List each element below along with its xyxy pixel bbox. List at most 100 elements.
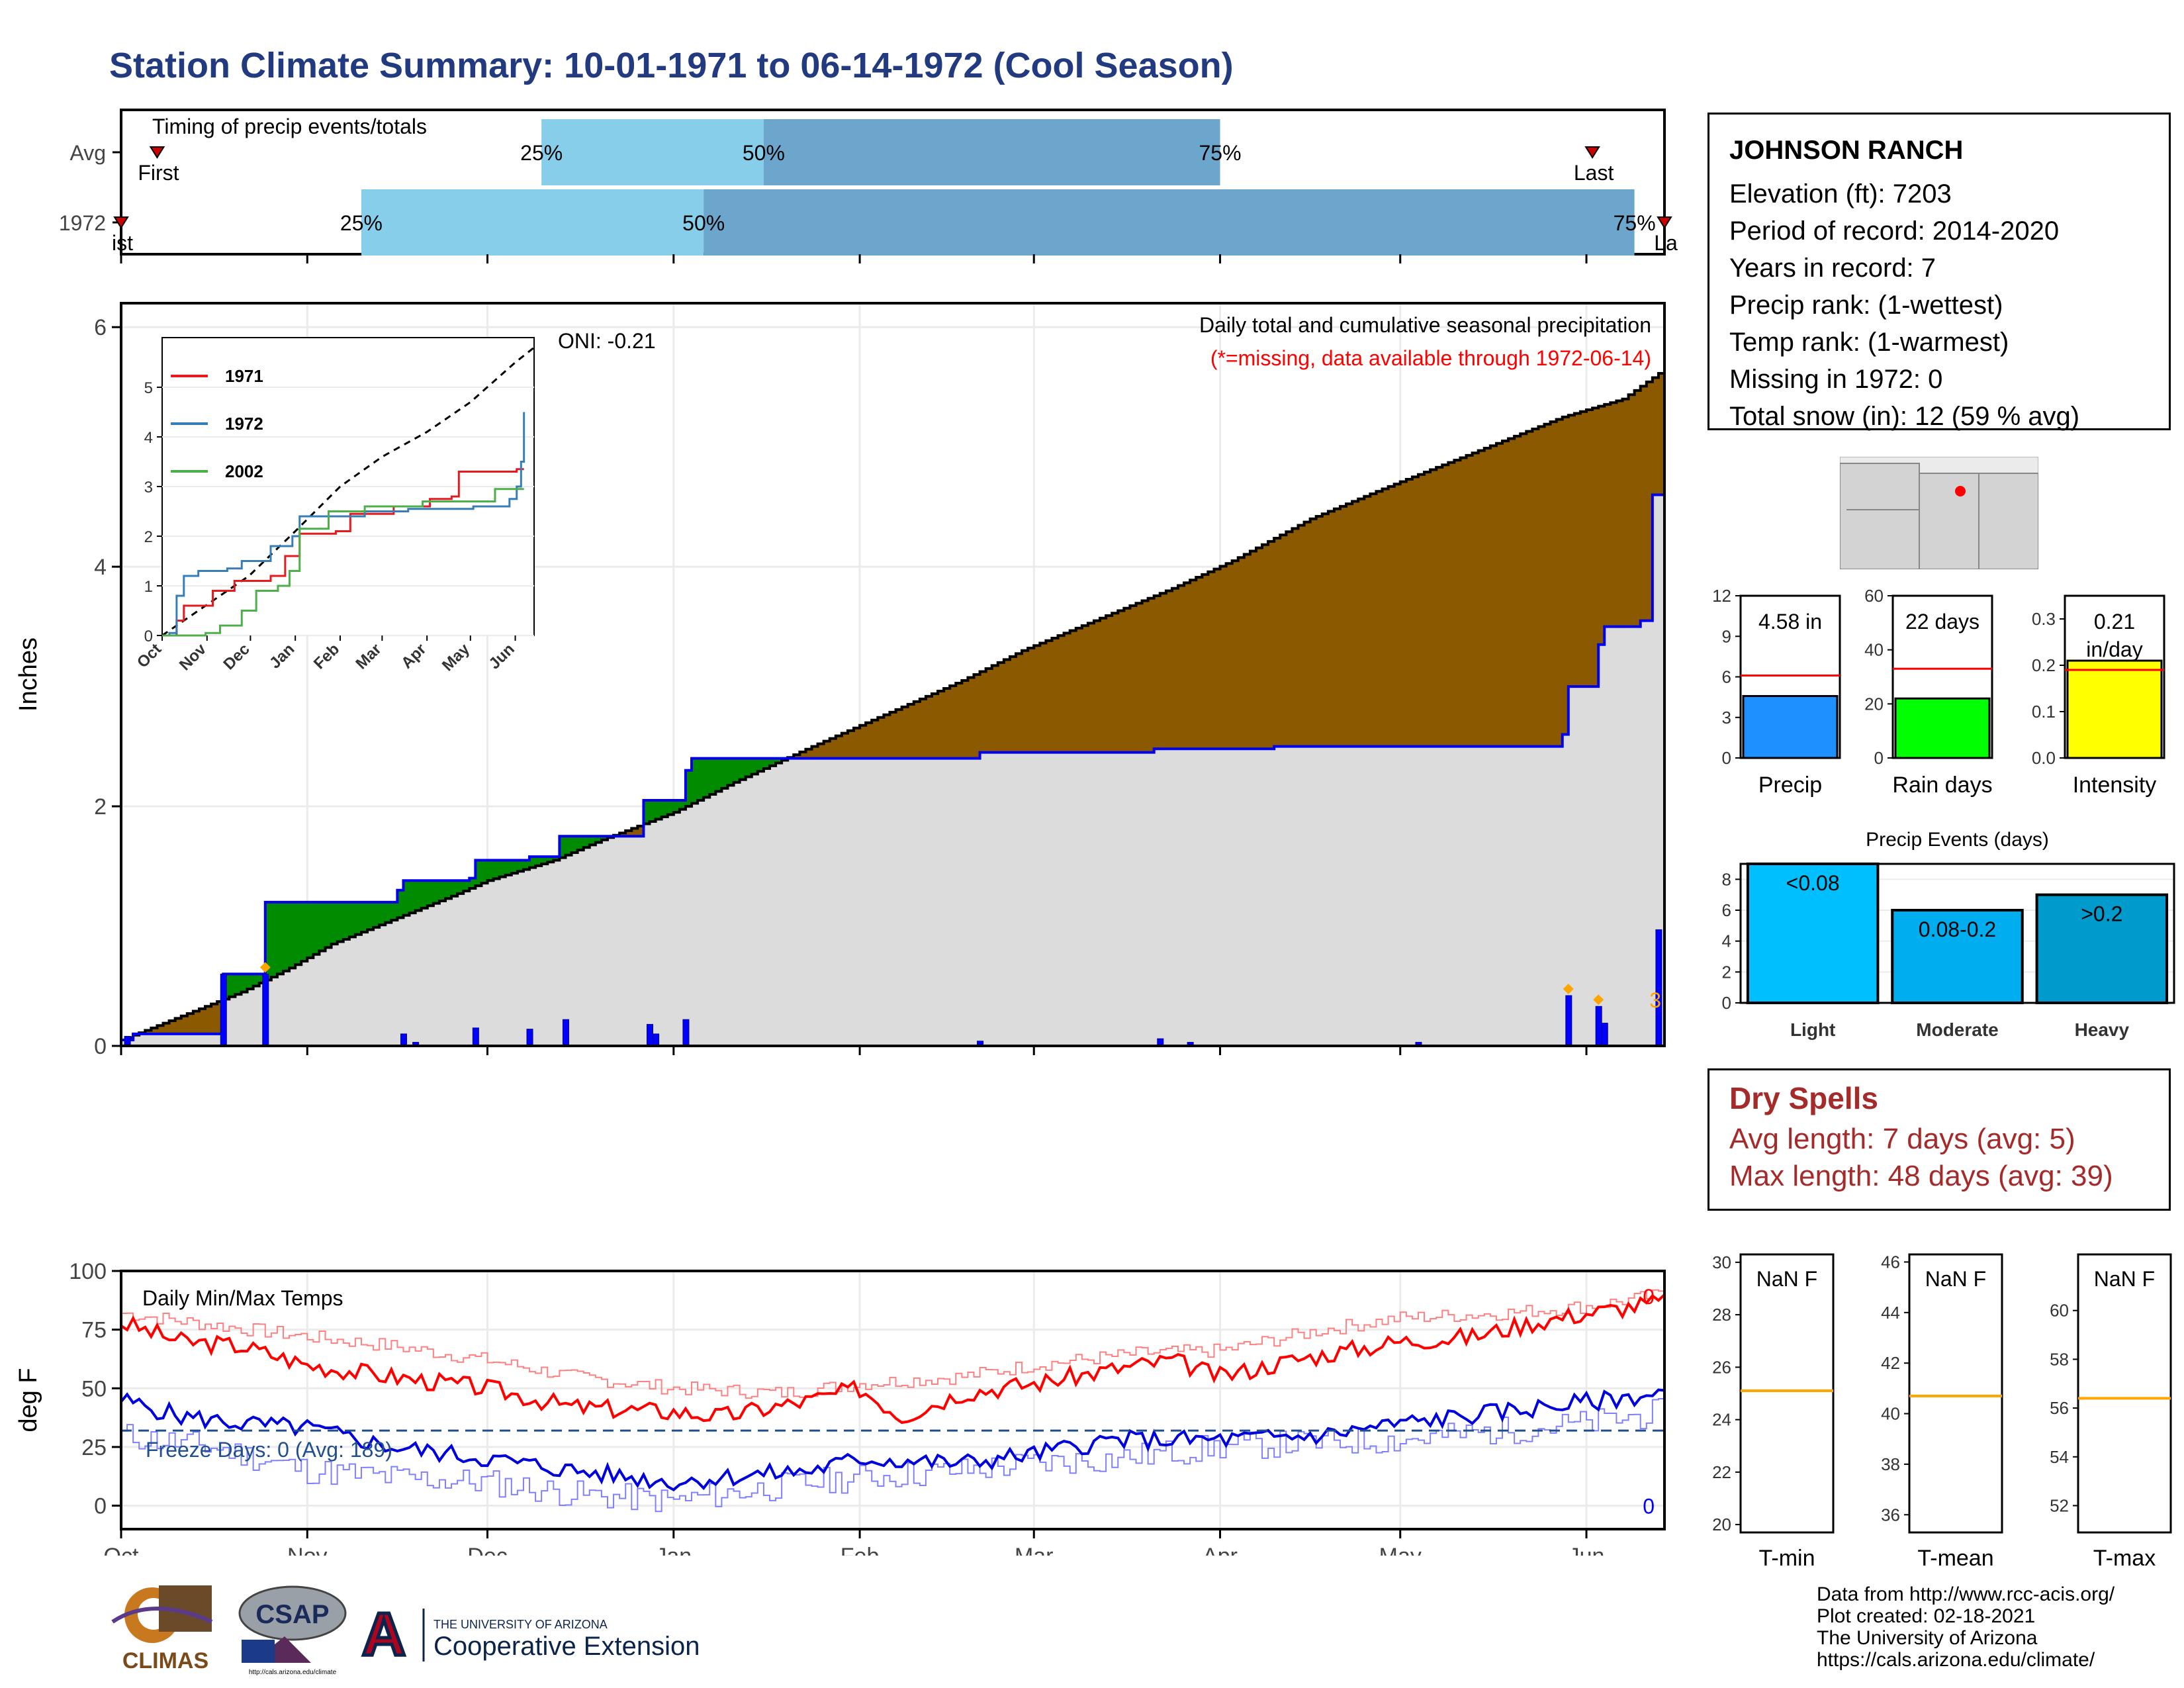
temp-frame xyxy=(120,1270,1666,1530)
events-y-tick-label: 0 xyxy=(1722,993,1731,1013)
events-bar-label: 0.08-0.2 xyxy=(1919,917,1996,941)
tmin-1972-line xyxy=(120,1388,1665,1491)
inset-x-tick-label: Feb xyxy=(310,640,343,673)
temp-x-tick-label: Feb xyxy=(841,1544,880,1556)
daily-precip-bar xyxy=(653,1033,660,1047)
daily-precip-bar xyxy=(647,1023,654,1047)
location-map xyxy=(1840,457,2038,569)
totals-y-tick-label: 0.1 xyxy=(2032,702,2056,722)
timing-p50-label: 50% xyxy=(682,211,725,235)
daily-precip-bar xyxy=(1601,1023,1608,1047)
csap-logo-url: http://cals.arizona.edu/climate xyxy=(249,1669,337,1676)
timing-first-label: ist xyxy=(112,231,133,255)
totals-y-tick-label: 9 xyxy=(1722,626,1731,646)
credit-line: Data from http://www.rcc-acis.org/ xyxy=(1817,1583,2115,1605)
precip-events-chart: Precip Events (days) 0 2 4 6 8 <0.08 Light 0.08-… xyxy=(1722,829,2175,1040)
temp-y-tick-label: 50 xyxy=(81,1376,107,1401)
events-category-label: Light xyxy=(1790,1019,1835,1040)
timing-p50-p75-bar xyxy=(704,189,1635,256)
inset-legend-label: 1972 xyxy=(225,414,263,434)
temp-chart: Freeze Days: 0 (Avg: 189) Daily Min/Max T… xyxy=(15,1259,1666,1556)
events-frame xyxy=(1739,863,2175,1004)
events-category-label: Moderate xyxy=(1916,1019,1998,1040)
totals-y-tick-label: 0 xyxy=(1722,748,1731,768)
ua-extension-logo: A THE UNIVERSITY OF ARIZONA Cooperative … xyxy=(360,1602,700,1668)
timing-p50-p75-bar xyxy=(763,119,1220,185)
tmax-count-label: 0 xyxy=(1643,1285,1655,1309)
temp-box-y-tick-label: 24 xyxy=(1712,1410,1731,1430)
totals-bar-Precip xyxy=(1742,694,1839,759)
dry-spells-title: Dry Spells xyxy=(1729,1081,1878,1115)
totals-y-tick-label: 0.3 xyxy=(2032,609,2056,629)
temp-box-y-tick-label: 46 xyxy=(1881,1252,1900,1272)
temp-box-y-tick-label: 52 xyxy=(2050,1495,2069,1515)
precip-y-tick-label: 6 xyxy=(94,315,107,340)
precip-base-area xyxy=(121,494,1664,1046)
totals-unit-label: in/day xyxy=(2086,637,2142,661)
totals-bar-charts: 0 3 6 9 12 4.58 in Precip 0 20 40 60 22 days Rain da… xyxy=(1712,586,2165,798)
timing-p25-p50-bar xyxy=(361,189,704,256)
station-name: JOHNSON RANCH xyxy=(1729,136,1964,165)
tmin-count-label: 0 xyxy=(1643,1495,1655,1519)
totals-category-label: Intensity xyxy=(2073,773,2157,798)
totals-y-tick-label: 40 xyxy=(1864,640,1884,660)
snow-marker xyxy=(1563,983,1574,994)
events-y-tick-label: 4 xyxy=(1722,931,1731,951)
inset-series-line-2002 xyxy=(162,488,524,637)
temp-y-tick-label: 0 xyxy=(94,1494,107,1519)
timing-last-label: Last xyxy=(1574,161,1614,185)
ua-logo-top: THE UNIVERSITY OF ARIZONA xyxy=(433,1618,608,1631)
daily-precip-bar xyxy=(124,1036,131,1047)
precip-y-axis-label: Inches xyxy=(15,637,42,712)
temp-box-y-tick-label: 28 xyxy=(1712,1305,1731,1325)
station-line: Period of record: 2014-2020 xyxy=(1729,216,2060,246)
inset-x-tick-label: Jun xyxy=(486,640,518,673)
events-category-label: Heavy xyxy=(2075,1019,2130,1040)
precip-title: Daily total and cumulative seasonal prec… xyxy=(1199,313,1651,337)
ua-logo-bottom: Cooperative Extension xyxy=(433,1632,700,1661)
station-line: Missing in 1972: 0 xyxy=(1729,365,1943,394)
climas-logo: CLIMAS xyxy=(111,1585,213,1673)
temp-y-tick-label: 25 xyxy=(81,1435,107,1460)
station-line: Precip rank: (1-wettest) xyxy=(1729,291,2003,320)
timing-p25-label: 25% xyxy=(520,141,563,165)
daily-precip-bar xyxy=(472,1027,479,1047)
temp-box-y-tick-label: 42 xyxy=(1881,1353,1900,1373)
precip-subtitle: (*=missing, data available through 1972-… xyxy=(1210,346,1651,370)
timing-row-label: 1972 xyxy=(59,211,106,235)
inset-x-tick-label: Apr xyxy=(398,640,430,672)
temp-box-frame xyxy=(1908,1253,2003,1534)
station-info-box: JOHNSON RANCH Elevation (ft): 7203 Perio… xyxy=(1707,113,2171,431)
temp-bg xyxy=(121,1271,1664,1529)
temp-box-category-label: T-mean xyxy=(1917,1546,1993,1571)
temp-box-y-tick-label: 44 xyxy=(1881,1303,1900,1323)
ua-letter-icon: A xyxy=(362,1602,406,1668)
temp-box-y-tick-label: 36 xyxy=(1881,1505,1900,1524)
precip-y-tick-label: 0 xyxy=(94,1034,107,1059)
totals-value-label: 4.58 in xyxy=(1758,610,1822,633)
daily-precip-bar xyxy=(220,973,227,1047)
tmax-1972-line xyxy=(120,1293,1666,1425)
inset-y-tick-label: 0 xyxy=(144,628,153,645)
events-bar-Heavy xyxy=(2035,893,2169,1004)
totals-value-label: 0.21 xyxy=(2094,610,2135,633)
temp-box-y-tick-label: 58 xyxy=(2050,1349,2069,1369)
inset-x-tick-label: May xyxy=(439,640,474,675)
page-title: Station Climate Summary: 10-01-1971 to 0… xyxy=(109,46,1234,85)
daily-precip-bar xyxy=(1565,995,1572,1047)
snow-marker xyxy=(259,962,271,973)
climas-logo-text: CLIMAS xyxy=(122,1648,208,1673)
timing-last-label: La xyxy=(1654,231,1678,255)
station-line: Elevation (ft): 7203 xyxy=(1729,179,1952,209)
inset-series-line-1972 xyxy=(162,412,525,637)
dry-spells-max: Max length: 48 days (avg: 39) xyxy=(1729,1160,2113,1192)
totals-y-tick-label: 0.2 xyxy=(2032,655,2056,675)
dry-spells-box: Dry Spells Avg length: 7 days (avg: 5) M… xyxy=(1707,1068,2171,1211)
totals-y-tick-label: 20 xyxy=(1864,694,1884,714)
precip-deficit-area xyxy=(127,373,1664,1040)
temp-y-tick-label: 75 xyxy=(81,1318,107,1343)
temp-x-tick-label: Jan xyxy=(655,1544,692,1556)
temp-x-tick-label: Mar xyxy=(1015,1544,1054,1556)
events-bar-Moderate xyxy=(1891,909,2024,1004)
temp-box-frame xyxy=(1739,1253,1835,1534)
